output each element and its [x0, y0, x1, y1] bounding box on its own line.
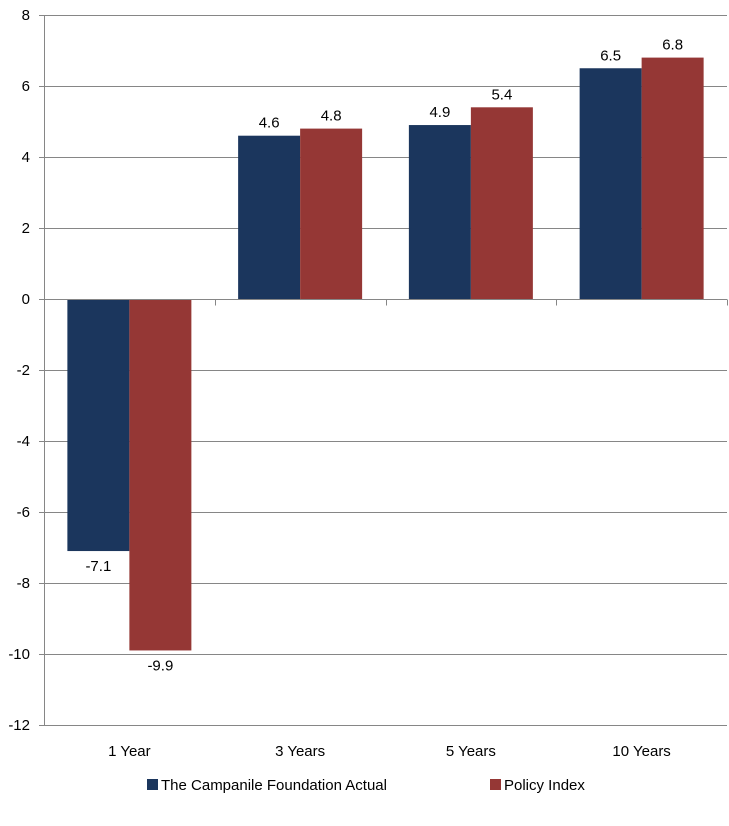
x-tick-label: 1 Year [108, 743, 151, 760]
bar-actual-3-years [238, 135, 301, 299]
plot-frame [39, 15, 45, 726]
bar-policy-index-3-years [300, 128, 363, 299]
y-tick-label: -6 [17, 504, 30, 521]
y-tick-label: 4 [22, 149, 30, 166]
legend-swatch [147, 779, 158, 790]
bar-policy-index-10-years [641, 57, 704, 299]
y-tick-label: -10 [8, 646, 30, 663]
y-tick-label: 2 [22, 220, 30, 237]
y-axis-tick-labels: 8 6 4 2 0 -2 -4 -6 -8 -10 -12 [8, 7, 30, 734]
data-label: 6.5 [600, 47, 621, 64]
bar-policy-index-1-year [129, 299, 192, 651]
y-tick-label: 8 [22, 7, 30, 24]
bar-policy-index-5-years [470, 107, 533, 299]
legend-label: Policy Index [504, 777, 585, 794]
bar-actual-10-years [579, 68, 642, 299]
zero-axis [44, 299, 728, 306]
legend: The Campanile Foundation Actual Policy In… [147, 777, 585, 794]
y-tick-label: -12 [8, 717, 30, 734]
y-tick-label: 0 [22, 291, 30, 308]
bar-actual-5-years [408, 125, 471, 299]
legend-label: The Campanile Foundation Actual [161, 777, 387, 794]
y-tick-label: -4 [17, 433, 30, 450]
x-tick-label: 3 Years [275, 743, 325, 760]
data-label: 5.4 [491, 86, 512, 103]
x-tick-label: 10 Years [612, 743, 670, 760]
data-label: 4.8 [321, 108, 342, 125]
data-labels: -7.1 -9.9 4.6 4.8 4.9 5.4 6.5 6.8 [85, 37, 683, 675]
data-label: 4.6 [259, 115, 280, 132]
y-tick-label: -2 [17, 362, 30, 379]
data-label: 6.8 [662, 37, 683, 54]
data-label: -7.1 [85, 558, 111, 575]
data-label: -9.9 [147, 657, 173, 674]
y-tick-label: -8 [17, 575, 30, 592]
bars [67, 57, 704, 651]
x-tick-label: 5 Years [446, 743, 496, 760]
bar-actual-1-year [67, 299, 130, 552]
data-label: 4.9 [429, 104, 450, 121]
legend-swatch [490, 779, 501, 790]
x-axis-tick-labels: 1 Year 3 Years 5 Years 10 Years [108, 743, 671, 760]
y-tick-label: 6 [22, 78, 30, 95]
